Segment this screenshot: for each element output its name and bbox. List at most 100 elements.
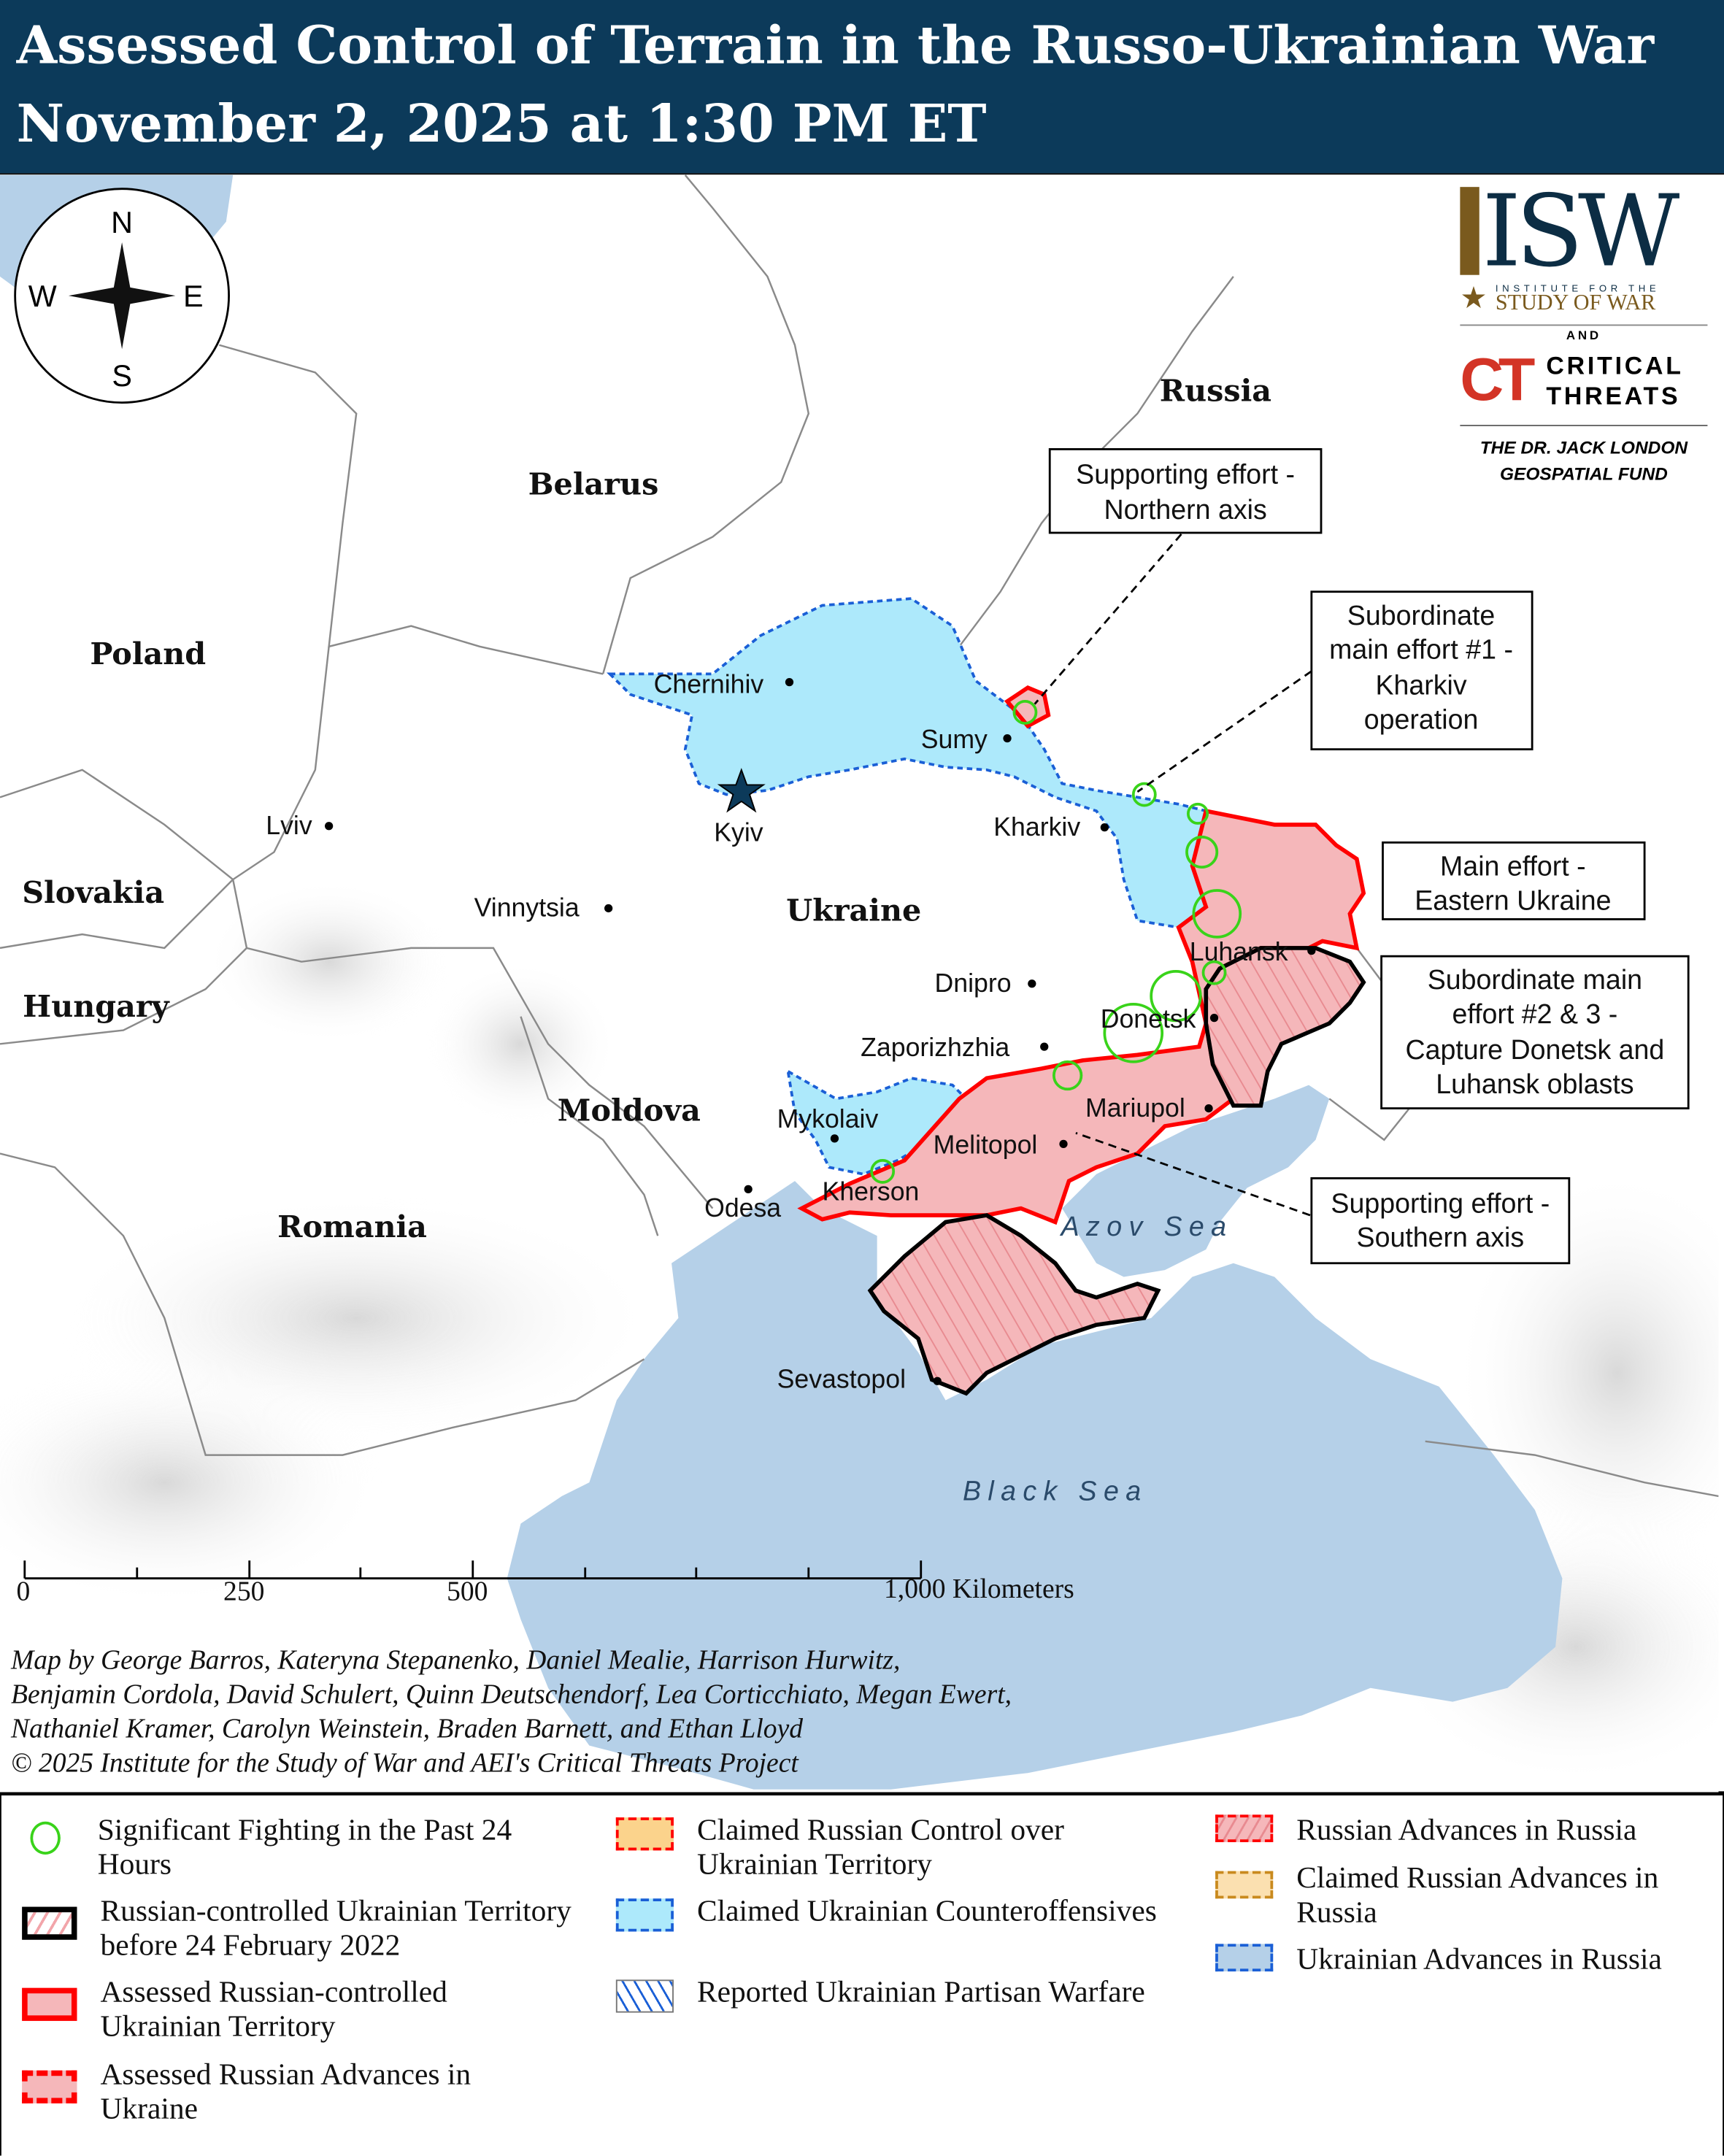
orange-dashed-box-icon	[1215, 1871, 1274, 1899]
fighting-markers	[870, 700, 1242, 1184]
legend-item-claimed-russian: Claimed Russian Control over Ukrainian T…	[615, 1812, 1166, 1881]
city-odesa: Odesa	[704, 1193, 781, 1223]
country-borders	[0, 174, 1719, 1498]
legend-item-ukrainian-advances-russia: Ukrainian Advances in Russia	[1215, 1941, 1710, 1976]
callout-text: Eastern Ukraine	[1415, 885, 1611, 915]
red-dashed-hatched-box-icon	[1215, 1814, 1274, 1843]
isw-pillar-icon	[1460, 187, 1479, 275]
legend-label: Reported Ukrainian Partisan Warfare	[696, 1974, 1145, 2009]
callout-main-effort: Main effort - Eastern Ukraine	[1382, 841, 1646, 920]
city-kyiv: Kyiv	[714, 817, 763, 847]
credits: Map by George Barros, Kateryna Stepanenk…	[10, 1646, 1012, 1779]
label-hungary: Hungary	[23, 988, 169, 1024]
azov-sea	[1062, 1085, 1330, 1277]
black-sea	[507, 1181, 1563, 1790]
map-area[interactable]: N S E W Russia Belarus Poland Slovakia H…	[0, 173, 1724, 1795]
city-melitopol: Melitopol	[934, 1131, 1038, 1160]
legend-item-claimed-ukrainian: Claimed Ukrainian Counteroffensives	[615, 1893, 1166, 1932]
legend-item-russian-advances-russia: Russian Advances in Russia	[1215, 1812, 1710, 1847]
map-canvas: N S E W Russia Belarus Poland Slovakia H…	[0, 174, 1724, 1793]
callout-southern-axis: Supporting effort - Southern axis	[1310, 1177, 1571, 1265]
legend-item-pre2022: Russian-controlled Ukrainian Territory b…	[22, 1893, 572, 1962]
legend-label: Claimed Russian Advances in Russia	[1296, 1860, 1659, 1929]
scale-label: 500	[447, 1577, 488, 1607]
credit-line: Map by George Barros, Kateryna Stepanenk…	[10, 1646, 900, 1676]
label-moldova: Moldova	[558, 1092, 701, 1128]
donbas-pre-2022	[1204, 946, 1366, 1108]
city-mariupol: Mariupol	[1085, 1093, 1185, 1123]
city-vinnytsia: Vinnytsia	[474, 893, 580, 923]
ct-mark: CT	[1460, 346, 1535, 414]
blue-dashed-blue-box-icon	[1215, 1944, 1274, 1972]
label-poland: Poland	[90, 636, 206, 671]
credit-line: Benjamin Cordola, David Schulert, Quinn …	[11, 1679, 1012, 1709]
blue-hatched-box-icon	[615, 1979, 674, 2013]
title-banner: Assessed Control of Terrain in the Russo…	[0, 0, 1724, 174]
country-labels: Russia Belarus Poland Slovakia Hungary M…	[22, 373, 1271, 1244]
legend-item-russian-control: Assessed Russian-controlled Ukrainian Te…	[22, 1974, 572, 2043]
logo-and: AND	[1460, 324, 1708, 342]
isw-sub1: INSTITUTE FOR THE	[1495, 283, 1660, 294]
legend-label: Significant Fighting in the Past 24 Hour…	[97, 1812, 512, 1881]
city-lviv: Lviv	[266, 811, 312, 840]
city-labels: Chernihiv Sumy Kyiv Kharkiv Lviv Vinnyts…	[266, 670, 1316, 1394]
ct-text-2: THREATS	[1546, 382, 1681, 410]
label-belarus: Belarus	[528, 466, 659, 501]
callout-text: Kharkiv	[1375, 670, 1466, 701]
callout-text: Northern axis	[1104, 494, 1266, 525]
city-sevastopol: Sevastopol	[777, 1365, 906, 1394]
city-zaporizhzhia: Zaporizhzhia	[861, 1033, 1009, 1062]
label-russia: Russia	[1160, 373, 1271, 409]
callout-text: Subordinate main	[1428, 964, 1642, 995]
callout-donbas: Subordinate main effort #2 & 3 - Capture…	[1380, 955, 1690, 1109]
legend-label: Claimed Ukrainian Counteroffensives	[696, 1893, 1157, 1928]
city-chernihiv: Chernihiv	[654, 670, 764, 699]
city-dnipro: Dnipro	[935, 969, 1012, 998]
scale-label: 1,000 Kilometers	[884, 1574, 1074, 1604]
callout-northern-axis: Supporting effort - Northern axis	[1048, 448, 1323, 534]
callout-text: Supporting effort -	[1076, 458, 1295, 489]
legend-label: Assessed Russian-controlled Ukrainian Te…	[100, 1974, 447, 2044]
credit-line: Nathaniel Kramer, Carolyn Weinstein, Bra…	[10, 1714, 803, 1744]
legend-label: Russian Advances in Russia	[1296, 1812, 1637, 1847]
legend-label: Claimed Russian Control over Ukrainian T…	[696, 1812, 1064, 1881]
black-hatched-box-icon	[22, 1906, 77, 1940]
compass-west: W	[28, 280, 57, 313]
red-dashed-orange-box-icon	[615, 1817, 674, 1851]
green-circle-icon	[30, 1821, 61, 1855]
callout-text: effort #2 & 3 -	[1452, 998, 1617, 1029]
city-luhansk: Luhansk	[1190, 937, 1288, 966]
legend-item-claimed-russian-advances-russia: Claimed Russian Advances in Russia	[1215, 1860, 1669, 1929]
city-kharkiv: Kharkiv	[993, 812, 1080, 842]
city-donetsk: Donetsk	[1101, 1004, 1196, 1033]
label-slovakia: Slovakia	[22, 874, 164, 910]
legend-item-fighting: Significant Fighting in the Past 24 Hour…	[22, 1812, 572, 1881]
isw-wordmark: ISW	[1482, 173, 1680, 289]
blue-dashed-cyan-box-icon	[615, 1898, 674, 1932]
city-mykolaiv: Mykolaiv	[777, 1104, 879, 1133]
red-dashed-pink-box-icon	[22, 2070, 77, 2103]
fund-text-1: THE DR. JACK LONDON	[1479, 436, 1688, 458]
compass-north: N	[111, 206, 133, 239]
isw-sub2: STUDY OF WAR	[1495, 290, 1656, 315]
callout-text: Supporting effort -	[1331, 1187, 1550, 1218]
callout-text: Luhansk oblasts	[1436, 1069, 1633, 1099]
callout-text: Capture Donetsk and	[1405, 1034, 1664, 1065]
compass-east: E	[183, 280, 204, 313]
legend-item-partisan: Reported Ukrainian Partisan Warfare	[615, 1974, 1166, 2013]
callout-text: Subordinate	[1347, 600, 1496, 631]
callout-kharkiv-operation: Subordinate main effort #1 - Kharkiv ope…	[1310, 590, 1533, 751]
legend-label: Ukrainian Advances in Russia	[1296, 1941, 1662, 1976]
callout-text: Southern axis	[1357, 1222, 1525, 1252]
star-icon: ★	[1460, 280, 1488, 315]
callout-text: Main effort -	[1440, 850, 1586, 881]
label-black-sea: Black Sea	[963, 1476, 1148, 1506]
isw-ct-logo: ISW ★ INSTITUTE FOR THE STUDY OF WAR AND…	[1460, 173, 1708, 487]
red-pink-box-icon	[22, 1987, 77, 2021]
scale-bar: 0 250 500 1,000 Kilometers	[17, 1560, 1074, 1607]
scale-label: 0	[17, 1577, 31, 1607]
label-azov-sea: Azov Sea	[1060, 1211, 1234, 1241]
scale-label: 250	[223, 1577, 264, 1607]
label-romania: Romania	[277, 1209, 427, 1244]
city-kherson: Kherson	[823, 1177, 920, 1206]
